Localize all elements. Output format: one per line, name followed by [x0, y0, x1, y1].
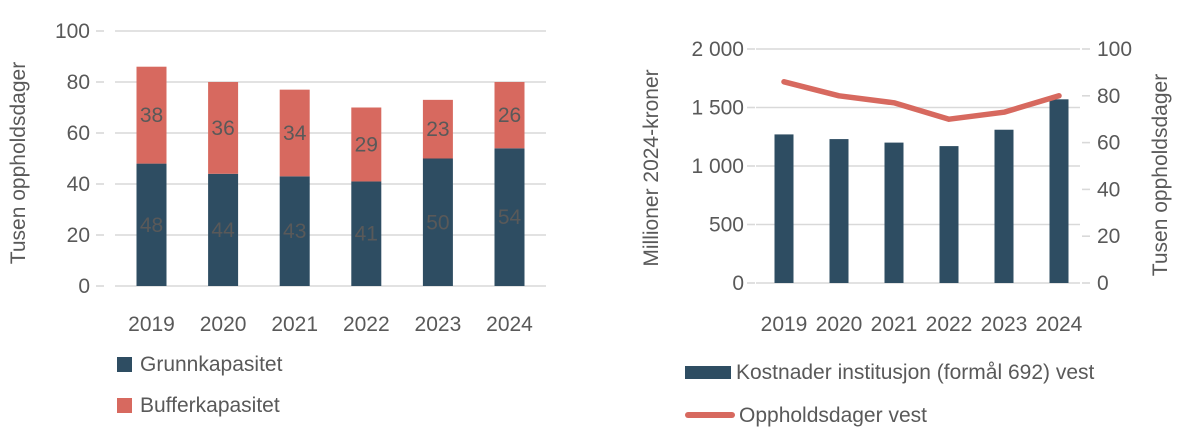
right-y-tick-label: 0 [1097, 272, 1109, 295]
y-tick-label: 40 [67, 173, 90, 196]
x-tick-label: 2019 [128, 313, 175, 336]
capacity-stacked-bar-chart: 0 20 40 60 80 100 Tusen oppholdsdager 48 38 2019 4… [7, 20, 546, 434]
x-tick-label: 2023 [981, 313, 1028, 336]
y-tick-label: 80 [67, 71, 90, 94]
kostnader-swatch-icon [685, 365, 731, 379]
cost-bar-2024 [1049, 99, 1069, 283]
x-tick-label: 2020 [816, 313, 863, 336]
right-y-tick-label: 60 [1097, 132, 1120, 155]
y-tick-label: 60 [67, 122, 90, 145]
bar-segment-bufferkapasitet-2020 [208, 82, 239, 174]
capacity-chart-legend: Grunnkapasitet Bufferkapasitet [117, 352, 282, 434]
bar-segment-bufferkapasitet-2021 [279, 89, 310, 177]
cost-bar-2019 [774, 134, 794, 283]
left-y-tick-label: 1 500 [691, 97, 744, 120]
bar-segment-grunnkapasitet-2019 [136, 163, 167, 286]
bar-segment-grunnkapasitet-2022 [351, 181, 382, 286]
cost-bar-2022 [939, 146, 959, 283]
bar-segment-bufferkapasitet-2024 [494, 82, 525, 149]
oppholdsdager-line [781, 79, 1062, 122]
left-y-tick-label: 1 000 [691, 155, 744, 178]
bar-value-label: 54 [498, 206, 522, 229]
bar-segment-bufferkapasitet-2023 [422, 99, 453, 159]
bar-value-label: 26 [498, 104, 521, 127]
cost-bar-2021 [884, 142, 904, 283]
right-y-axis-title: Tusen oppholdsdager [1149, 74, 1172, 276]
bar-segment-bufferkapasitet-2022 [351, 107, 382, 182]
bar-segment-grunnkapasitet-2021 [279, 176, 310, 286]
x-tick-label: 2020 [200, 313, 247, 336]
y-tick-label: 20 [67, 224, 90, 247]
legend-label-oppholdsdager: Oppholdsdager vest [739, 403, 927, 427]
bar-value-label: 48 [140, 214, 163, 237]
x-tick-label: 2022 [926, 313, 973, 336]
x-tick-label: 2024 [1036, 313, 1083, 336]
combo-chart-legend: Kostnader institusjon (formål 692) vest … [685, 359, 1094, 445]
x-tick-label: 2021 [871, 313, 918, 336]
bar-value-label: 23 [426, 118, 449, 141]
y-axis-title: Tusen oppholdsdager [7, 62, 30, 264]
x-tick-label: 2021 [271, 313, 318, 336]
right-y-tick-label: 20 [1097, 225, 1120, 248]
bar-value-label: 29 [355, 133, 378, 156]
legend-label-grunnkapasitet: Grunnkapasitet [140, 352, 283, 376]
bar-value-label: 38 [140, 104, 163, 127]
cost-bar-2020 [829, 139, 849, 283]
x-tick-label: 2022 [343, 313, 390, 336]
bar-segment-bufferkapasitet-2019 [136, 66, 167, 164]
cost-bar-2023 [994, 129, 1014, 283]
right-y-tick-label: 100 [1097, 38, 1132, 61]
left-y-axis-title: Millioner 2024-kroner [640, 69, 663, 266]
bar-value-label: 36 [211, 117, 234, 140]
bar-value-label: 44 [211, 219, 235, 242]
right-y-tick-label: 80 [1097, 85, 1120, 108]
bar-segment-grunnkapasitet-2023 [422, 158, 453, 286]
left-y-tick-label: 0 [732, 272, 744, 295]
legend-item-grunnkapasitet: Grunnkapasitet [117, 352, 282, 376]
bar-value-label: 50 [426, 211, 449, 234]
left-y-tick-label: 2 000 [691, 38, 744, 61]
x-tick-label: 2024 [486, 313, 533, 336]
oppholdsdager-swatch-icon [685, 412, 735, 418]
cost-and-days-combo-chart: 0 500 1 000 1 500 2 000 0 20 40 60 80 100 Millioner… [600, 0, 1200, 447]
x-tick-label: 2019 [761, 313, 808, 336]
bar-value-label: 43 [283, 220, 306, 243]
left-y-tick-label: 500 [709, 214, 744, 237]
bar-value-label: 41 [355, 223, 378, 246]
y-tick-label: 0 [78, 275, 90, 298]
capacity-chart-plot: 0 20 40 60 80 100 Tusen oppholdsdager 48 38 2019 4… [7, 20, 546, 336]
legend-item-oppholdsdager: Oppholdsdager vest [685, 402, 1094, 428]
bar-segment-grunnkapasitet-2020 [208, 173, 239, 286]
combo-chart-plot: 0 500 1 000 1 500 2 000 0 20 40 60 80 100 Millioner… [640, 38, 1172, 336]
grunnkapasitet-swatch-icon [117, 356, 132, 372]
legend-item-kostnader: Kostnader institusjon (formål 692) vest [685, 359, 1094, 385]
bar-segment-grunnkapasitet-2024 [494, 148, 525, 286]
legend-label-bufferkapasitet: Bufferkapasitet [140, 393, 280, 417]
bufferkapasitet-swatch-icon [117, 397, 132, 413]
right-y-tick-label: 40 [1097, 178, 1120, 201]
y-tick-label: 100 [55, 20, 90, 43]
x-tick-label: 2023 [415, 313, 462, 336]
bar-value-label: 34 [283, 122, 307, 145]
legend-item-bufferkapasitet: Bufferkapasitet [117, 393, 282, 417]
legend-label-kostnader: Kostnader institusjon (formål 692) vest [736, 360, 1095, 384]
